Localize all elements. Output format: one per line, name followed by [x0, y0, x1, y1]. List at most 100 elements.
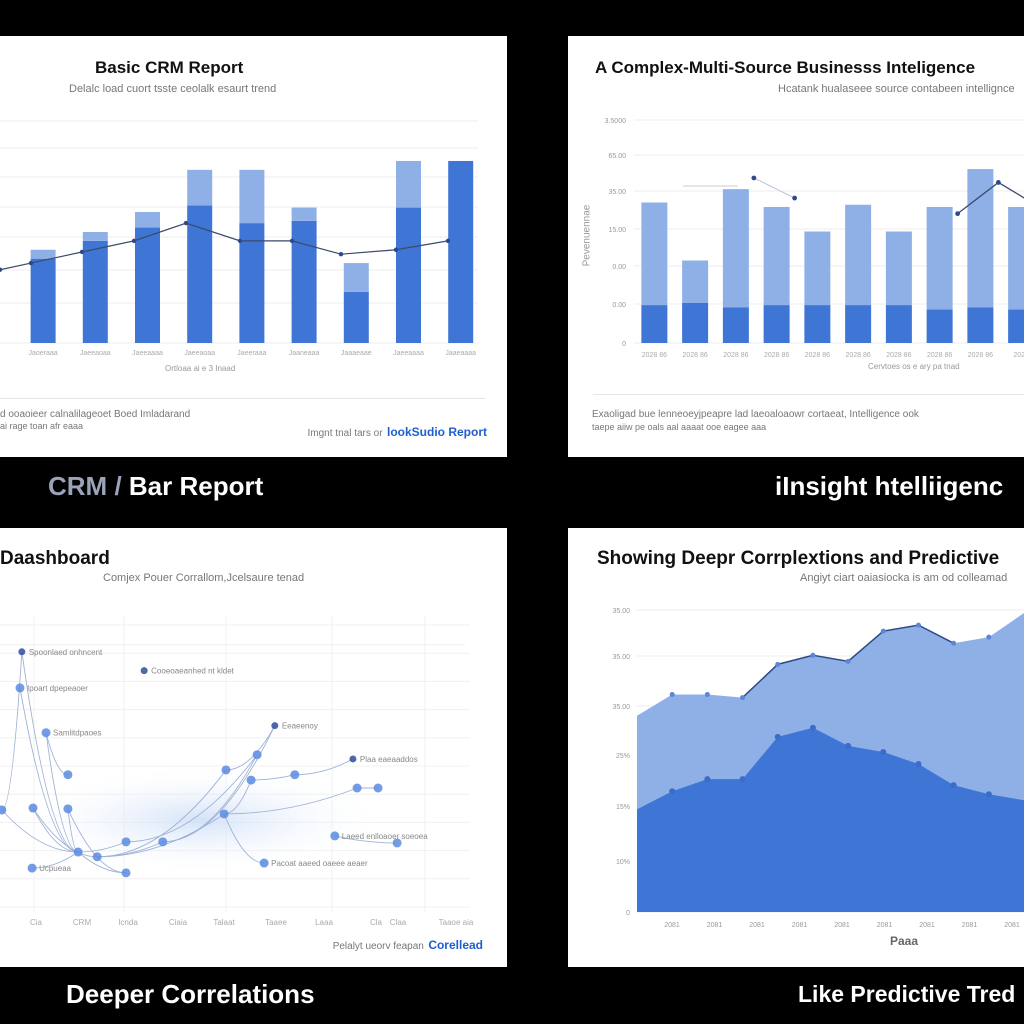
- bar-segment-light: [82, 232, 108, 241]
- trend-point: [792, 195, 798, 201]
- trend-point: [183, 220, 189, 226]
- panel-title: A Complex-Multi-Source Businesss Intelig…: [595, 58, 976, 77]
- bar-segment-light: [187, 169, 213, 206]
- bar-segment-light: [135, 212, 160, 228]
- x-tick-label: Laaa: [315, 918, 333, 927]
- y-tick-label: 35.00: [612, 608, 630, 615]
- data-node: [63, 804, 73, 814]
- data-node: [121, 868, 131, 878]
- bar-segment-dark: [396, 207, 421, 343]
- source-label: Imgnt tnal tars or: [307, 428, 383, 439]
- x-tick-label: 2081: [1004, 922, 1020, 929]
- bar-segment-light: [682, 260, 709, 303]
- x-axis-label: Ortloaa ai e 3 Inaad: [165, 364, 236, 373]
- crm-bar-chart: Jaoeraaa Jaeeaoaa Jaeeaaaa Jaeeaoaa Jaeeraaa…: [0, 120, 478, 357]
- data-node: [352, 783, 362, 793]
- x-tick-label: Jaeeaoaa: [80, 350, 111, 357]
- bar-segment-dark: [926, 309, 953, 343]
- bar-segment-light: [926, 206, 953, 310]
- upper-point: [810, 652, 816, 658]
- data-node: [15, 683, 25, 693]
- node-label: Eeaeenoy: [282, 722, 318, 731]
- lower-point: [809, 724, 816, 731]
- bar-segment-dark: [239, 223, 265, 343]
- data-node: [349, 755, 357, 763]
- x-tick-label: 2081: [707, 922, 723, 929]
- y-tick-label: 10%: [616, 859, 630, 866]
- correlation-network-chart: Spoonlaed onhncent Cooeoaeanhed nt kldet I…: [0, 615, 474, 927]
- data-node: [330, 831, 340, 841]
- trend-line-faint: [753, 177, 795, 199]
- x-tick-label: Taaee: [265, 918, 287, 927]
- node-label: Laeed enlloaoer soeoea: [342, 832, 428, 841]
- y-tick-label: 65.00: [608, 153, 626, 160]
- brand-link[interactable]: lookSudio Report: [387, 425, 487, 439]
- trend-point: [28, 260, 34, 266]
- node-label: Cooeoaeanhed nt kldet: [151, 667, 235, 676]
- data-node: [290, 770, 300, 780]
- divider: [0, 398, 485, 399]
- bar-segment-light: [763, 206, 790, 306]
- brand-link[interactable]: Corellead: [428, 938, 483, 952]
- x-tick-label: Jaaneaaa: [289, 350, 320, 357]
- x-tick-label: 2028 86: [642, 352, 667, 359]
- x-tick-label: 2081: [834, 922, 850, 929]
- lower-point: [704, 776, 711, 783]
- trend-point: [289, 238, 295, 244]
- caption-main: Bar Report: [128, 471, 264, 501]
- x-tick-label: 2081: [664, 922, 680, 929]
- data-node: [259, 858, 269, 868]
- lower-point: [985, 791, 992, 798]
- x-tick-label: Jaeeaaaa: [132, 350, 163, 357]
- panel-title: Showing Deepr Corrplextions and Predicti…: [597, 548, 1000, 569]
- footer-text-2: ai rage toan afr eaaa: [0, 421, 84, 431]
- x-tick-label: 2081: [792, 922, 808, 929]
- highlight-glow: [10, 765, 390, 875]
- x-tick-label: Cla: [370, 918, 383, 927]
- correlation-edge: [294, 758, 354, 776]
- bar-segment-dark: [682, 302, 709, 343]
- trend-point: [751, 175, 757, 181]
- x-tick-label: 2028 86: [886, 352, 911, 359]
- trend-point: [131, 238, 137, 244]
- caption-crm-bar-report: CRM / Bar Report: [48, 471, 263, 502]
- data-node: [18, 648, 26, 656]
- bar-segment-light: [641, 202, 668, 306]
- x-tick-label: Jaeeaaaa: [393, 350, 424, 357]
- trend-point: [393, 247, 399, 252]
- correlation-edge: [225, 725, 276, 771]
- correlation-edge: [334, 835, 398, 844]
- x-tick-label: Icnda: [118, 918, 138, 927]
- node-label: Pacoat aaeed oaeee aeaer: [271, 859, 368, 868]
- y-tick-label: 25%: [616, 753, 630, 760]
- x-tick-label: Jaaaeaae: [341, 350, 372, 357]
- upper-point: [986, 634, 992, 640]
- report-source: Pelalyt ueorv feapan Corellead: [333, 936, 483, 954]
- data-node: [373, 783, 383, 793]
- y-tick-label: 35.00: [608, 189, 626, 196]
- bar-segment-dark: [845, 305, 872, 343]
- bar-segment-dark: [1008, 309, 1024, 343]
- bar-segment-light: [291, 207, 317, 221]
- correlation-edge: [126, 754, 258, 843]
- bar-segment-light: [239, 169, 265, 224]
- data-node: [28, 803, 38, 813]
- lower-point: [739, 776, 746, 783]
- x-tick-label: Jaeeraaa: [237, 350, 266, 357]
- bar-segment-light: [30, 249, 56, 259]
- node-label: Ucpueaa: [39, 864, 72, 873]
- y-tick-label: 0: [622, 341, 626, 348]
- trend-point: [955, 211, 961, 217]
- node-label: Plaa eaeaaddos: [360, 755, 418, 764]
- data-node: [73, 847, 83, 857]
- data-node: [392, 838, 402, 848]
- data-node: [27, 863, 37, 873]
- bar-segment-dark: [291, 220, 317, 343]
- x-tick-label: Jaeeaoaa: [184, 350, 215, 357]
- footer-text: d ooaoieer calnalilageoet Boed Imladaran…: [0, 409, 191, 420]
- correlation-edge: [1, 651, 23, 811]
- bar-segment-dark: [82, 240, 108, 343]
- trend-point: [445, 238, 451, 244]
- x-tick-label: 2081: [749, 922, 765, 929]
